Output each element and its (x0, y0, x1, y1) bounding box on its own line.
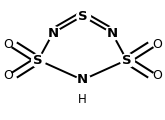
Text: S: S (33, 54, 43, 66)
Text: N: N (77, 73, 88, 86)
Text: O: O (152, 38, 162, 51)
Text: N: N (48, 27, 59, 39)
Text: N: N (106, 27, 117, 39)
Text: S: S (78, 10, 87, 23)
Text: H: H (78, 93, 87, 106)
Text: O: O (3, 38, 13, 51)
Text: O: O (3, 69, 13, 82)
Text: O: O (152, 69, 162, 82)
Text: S: S (122, 54, 132, 66)
